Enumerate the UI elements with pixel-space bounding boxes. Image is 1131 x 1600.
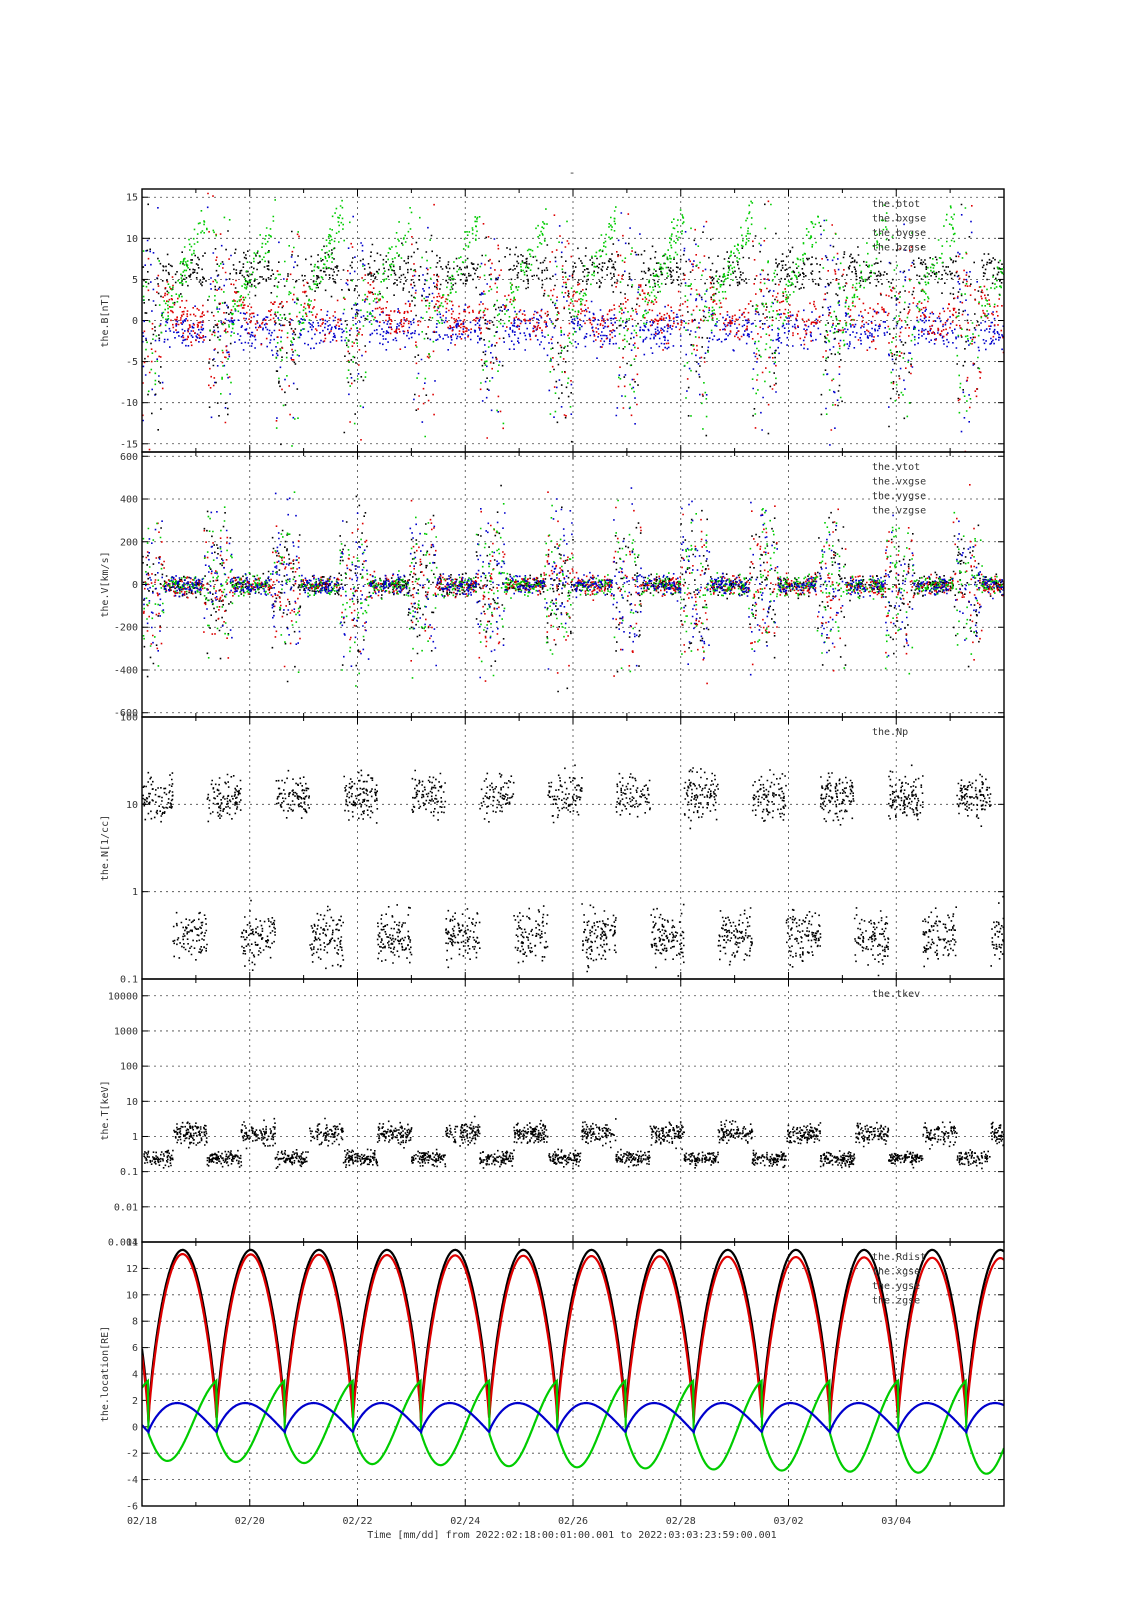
y-tick-label: 10 [126, 800, 138, 811]
x-tick-label: 03/02 [773, 1516, 803, 1527]
y-tick-label: -200 [114, 623, 138, 634]
data-layer [142, 764, 1004, 977]
legend-entry: the.Np [872, 727, 908, 738]
y-tick-label: 0.01 [114, 1202, 138, 1213]
data-layer [142, 484, 1004, 693]
y-axis-label: the.V[km/s] [100, 551, 111, 617]
y-tick-label: 15 [126, 193, 138, 204]
y-tick-label: 5 [132, 275, 138, 286]
legend-entry: the.bxgse [872, 214, 926, 225]
y-tick-label: 0 [132, 1422, 138, 1433]
top-mark: - [569, 166, 576, 179]
y-tick-label: 12 [126, 1264, 138, 1275]
legend-entry: the.bygse [872, 228, 926, 239]
series-line-the.ygse [142, 1378, 1004, 1475]
panel-frame [141, 1241, 1005, 1507]
x-tick-label: 02/22 [342, 1516, 372, 1527]
y-tick-label: -6 [126, 1502, 138, 1513]
y-tick-label: 200 [120, 537, 138, 548]
x-tick-label: 02/18 [127, 1516, 157, 1527]
grid-lines [142, 979, 1004, 1242]
y-tick-label: -2 [126, 1449, 138, 1460]
y-tick-label: -5 [126, 357, 138, 368]
y-tick-label: 600 [120, 452, 138, 463]
legend-entry: the.tkev [872, 989, 920, 1000]
y-tick-label: -600 [114, 708, 138, 719]
y-tick-label: 14 [126, 1238, 138, 1249]
panel-5: 14 12 10 8 6 4 2 0 -2 -4 -6 the.location[RE] the.Rdi… [100, 1238, 1005, 1513]
y-tick-label: 0.001 [108, 1238, 138, 1249]
series-points [142, 764, 1004, 977]
legend-entry: the.xgse [872, 1267, 920, 1278]
panel-2: 600 400 200 0 -200 -400 -600 the.V[km/s] the.vto… [100, 451, 1005, 719]
legend-entry: the.ygse [872, 1281, 920, 1292]
y-tick-label: 400 [120, 495, 138, 506]
x-tick-label: 02/28 [666, 1516, 696, 1527]
y-tick-label: 0.1 [120, 975, 138, 986]
y-tick-label: 1 [132, 1132, 138, 1143]
y-tick-label: -400 [114, 665, 138, 676]
data-layer [143, 1115, 1004, 1170]
series-line-the.xgse [142, 1253, 1004, 1423]
panel-3: 100 10 1 0.1 the.N[1/cc] the.Np [100, 713, 1005, 986]
y-tick-label: -10 [120, 398, 138, 409]
x-tick-labels: 02/18 02/20 02/22 02/24 02/26 02/28 03/02 03/04 [127, 1516, 911, 1527]
x-tick-label: 02/26 [558, 1516, 588, 1527]
y-axis-label: the.B[nT] [100, 293, 111, 347]
grid-lines [142, 189, 1004, 452]
y-tick-label: -15 [120, 439, 138, 450]
y-tick-label: 100 [120, 1062, 138, 1073]
y-axis-label: the.N[1/cc] [100, 815, 111, 881]
panel-1: 15 10 5 0 -5 -10 -15 the.B[nT] the.btot the.bxgse… [100, 188, 1005, 453]
x-axis-label: Time [mm/dd] from 2022:02:18:00:01:00.00… [367, 1530, 776, 1541]
grid-lines [142, 717, 1004, 979]
y-tick-label: 10 [126, 1290, 138, 1301]
legend-entry: the.vzgse [872, 506, 926, 517]
y-axis-label: the.T[keV] [100, 1080, 111, 1140]
y-tick-label: 1 [132, 887, 138, 898]
series-line-the.zgse [142, 1401, 1004, 1435]
y-tick-label: 0.1 [120, 1167, 138, 1178]
y-tick-label: 0 [132, 580, 138, 591]
y-tick-label: 2 [132, 1396, 138, 1407]
data-layer [142, 1248, 1004, 1475]
y-axis-label: the.location[RE] [100, 1326, 111, 1422]
series-points [142, 491, 1003, 687]
y-tick-label: 100 [120, 713, 138, 724]
y-tick-label: 1000 [114, 1026, 138, 1037]
x-tick-label: 03/04 [881, 1516, 911, 1527]
y-tick-label: 10 [126, 234, 138, 245]
legend-entry: the.bzgse [872, 243, 926, 254]
y-tick-label: 4 [132, 1370, 138, 1381]
y-tick-label: 0 [132, 316, 138, 327]
y-tick-label: -4 [126, 1475, 138, 1486]
y-tick-label: 6 [132, 1343, 138, 1354]
x-tick-label: 02/20 [235, 1516, 265, 1527]
series-points [143, 484, 1004, 685]
legend-entry: the.vygse [872, 491, 926, 502]
legend-entry: the.vxgse [872, 477, 926, 488]
legend-entry: the.Rdist [872, 1252, 926, 1263]
legend-entry: the.vtot [872, 462, 920, 473]
y-tick-label: 10000 [108, 991, 138, 1002]
legend-entry: the.zgse [872, 1296, 920, 1307]
panel-4: 10000 1000 100 10 1 0.1 0.01 0.001 the.T[keV] the… [100, 978, 1005, 1249]
legend-entry: the.btot [872, 199, 920, 210]
y-tick-label: 10 [126, 1097, 138, 1108]
y-tick-label: 8 [132, 1317, 138, 1328]
series-points [143, 1115, 1004, 1170]
x-tick-label: 02/24 [450, 1516, 480, 1527]
panels: 151050-5-10-15the.B[nT]the.btotthe.bxgse… [100, 188, 1005, 1513]
